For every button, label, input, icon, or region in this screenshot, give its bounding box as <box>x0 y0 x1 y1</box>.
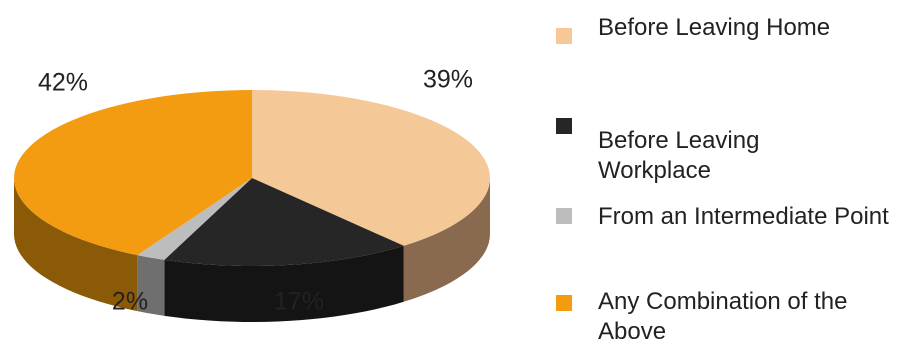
legend-label-before-leaving-home: Before Leaving Home <box>598 14 831 41</box>
pie-side-walls <box>14 178 490 322</box>
pie-slice-any-combination <box>14 90 253 256</box>
data-label-any-combination: 42% <box>37 68 89 97</box>
legend-swatch-before-leaving-workplace <box>556 118 572 134</box>
data-label-intermediate-point: 2% <box>111 287 149 316</box>
legend-label-any-combination: Any Combination of the Above <box>598 288 848 345</box>
pie-side-intermediate-point <box>137 255 165 316</box>
legend-swatch-before-leaving-home <box>556 28 572 44</box>
pie-slice-before-leaving-workplace <box>164 178 404 266</box>
legend-swatch-any-combination <box>556 295 572 311</box>
legend-label-intermediate-point: From an Intermediate Point <box>598 203 889 230</box>
pie-side-before-leaving-home <box>403 178 490 302</box>
pie-side-before-leaving-workplace <box>164 245 404 322</box>
pie-top-faces <box>14 90 490 266</box>
legend-swatch-intermediate-point <box>556 208 572 224</box>
pie-slice-before-leaving-home <box>252 90 490 246</box>
pie-side-any-combination <box>14 178 138 312</box>
legend: Before Leaving Home Before Leaving Workp… <box>540 0 907 354</box>
legend-label-before-leaving-workplace: Before Leaving Workplace <box>598 127 760 184</box>
data-label-before-leaving-home: 39% <box>422 65 474 94</box>
pie-chart: 39% 17% 2% 42% <box>14 65 490 322</box>
pie-chart-svg <box>14 90 490 322</box>
pie-slice-intermediate-point <box>137 178 252 260</box>
data-label-before-leaving-workplace: 17% <box>273 287 325 316</box>
